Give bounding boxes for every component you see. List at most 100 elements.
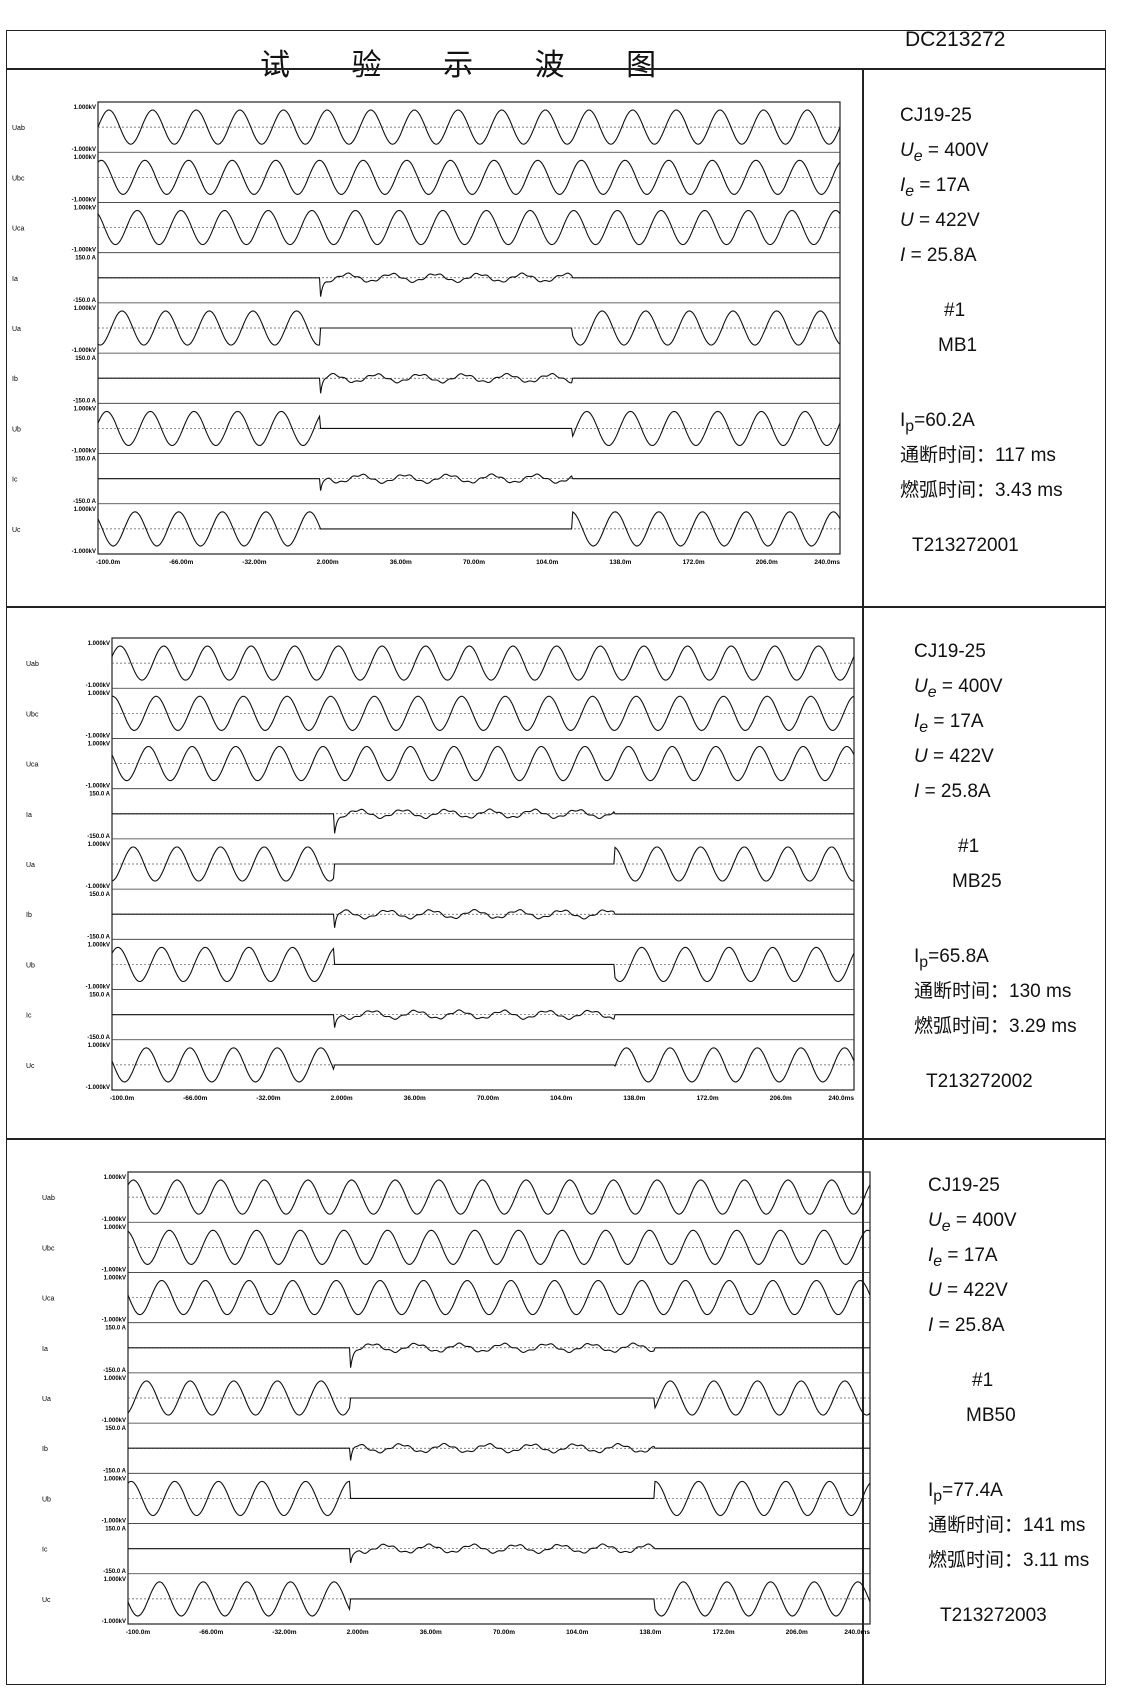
sample-number: #1 <box>944 300 966 321</box>
rated-voltage: Ue = 400V <box>928 1210 1017 1235</box>
time-tick-label: 104.0m <box>550 1095 572 1102</box>
scale-bottom-label: -1.000kV <box>102 1217 126 1223</box>
test-id: T213272002 <box>926 1071 1033 1092</box>
time-tick-label: 138.0m <box>609 559 631 566</box>
channel-label-ub: Ub <box>42 1496 51 1503</box>
scale-top-label: 1.000kV <box>88 641 110 647</box>
scale-top-label: 150.0 A <box>105 1326 126 1332</box>
scale-bottom-label: -1.000kV <box>72 348 96 354</box>
channel-label-uab: Uab <box>12 125 25 132</box>
scale-top-label: 150.0 A <box>75 457 96 463</box>
rated-current: Ie = 17A <box>900 175 970 200</box>
peak-current: Ip=60.2A <box>900 410 975 435</box>
rated-current: Ie = 17A <box>914 711 984 736</box>
scale-bottom-label: -150.0 A <box>103 1368 126 1374</box>
peak-current: Ip=65.8A <box>914 946 989 971</box>
channel-label-ic: Ic <box>26 1013 32 1020</box>
channel-label-uab: Uab <box>42 1195 55 1202</box>
scale-top-label: 1.000kV <box>74 406 96 412</box>
time-tick-label: -100.0m <box>126 1629 150 1636</box>
scale-top-label: 1.000kV <box>88 942 110 948</box>
scale-top-label: 1.000kV <box>104 1175 126 1181</box>
time-tick-label: 206.0m <box>786 1629 808 1636</box>
channel-label-ub: Ub <box>12 426 21 433</box>
waveform-ib <box>112 908 854 928</box>
scale-bottom-label: -1.000kV <box>72 248 96 254</box>
scale-bottom-label: -1.000kV <box>86 1085 110 1091</box>
scale-top-label: 150.0 A <box>75 356 96 362</box>
oscillogram-panel-3: Uab 1.000kV -1.000kV Ubc 1.000kV -1.000kV Uca 1… <box>38 1146 873 1651</box>
channel-label-ib: Ib <box>42 1446 48 1453</box>
test-id: T213272001 <box>912 535 1019 556</box>
arc-time: 燃弧时间：3.43 ms <box>900 480 1063 501</box>
sample-number: #1 <box>972 1370 994 1391</box>
waveform-uc <box>127 1581 871 1617</box>
channel-label-ua: Ua <box>42 1396 51 1403</box>
channel-label-ia: Ia <box>42 1346 48 1353</box>
channel-label-uca: Uca <box>26 762 39 769</box>
oscillogram-svg: Uab 1.000kV -1.000kV Ubc 1.000kV -1.000kV Uca 1… <box>26 637 855 1102</box>
scale-top-label: 150.0 A <box>89 993 110 999</box>
channel-label-ib: Ib <box>26 912 32 919</box>
channel-label-ubc: Ubc <box>42 1245 55 1252</box>
test-voltage: U = 422V <box>928 1280 1008 1301</box>
waveform-ib <box>128 1442 870 1461</box>
channel-label-uc: Uc <box>12 527 21 534</box>
channel-label-ib: Ib <box>12 376 18 383</box>
scale-bottom-label: -1.000kV <box>72 449 96 455</box>
rated-current: Ie = 17A <box>928 1245 998 1270</box>
scale-top-label: 1.000kV <box>88 1043 110 1049</box>
time-tick-label: 240.0ms <box>844 1629 870 1636</box>
test-id: T213272003 <box>940 1605 1047 1626</box>
test-current: I = 25.8A <box>914 781 991 802</box>
scale-top-label: 1.000kV <box>74 205 96 211</box>
time-tick-label: 240.0ms <box>814 559 840 566</box>
test-voltage: U = 422V <box>900 210 980 231</box>
time-tick-label: 240.0ms <box>828 1095 854 1102</box>
model-label: CJ19-25 <box>900 105 972 126</box>
waveform-ib <box>98 372 840 394</box>
waveform-uc <box>111 1047 855 1083</box>
on-off-time: 通断时间：117 ms <box>900 445 1056 466</box>
scale-top-label: 1.000kV <box>104 1476 126 1482</box>
scale-top-label: 150.0 A <box>89 792 110 798</box>
time-tick-label: 36.00m <box>390 559 412 566</box>
time-tick-label: -66.00m <box>169 559 193 566</box>
scale-top-label: 1.000kV <box>104 1577 126 1583</box>
time-tick-label: 36.00m <box>420 1629 442 1636</box>
waveform-ua <box>97 310 841 346</box>
sample-number: #1 <box>958 836 980 857</box>
waveform-ubc <box>97 159 841 195</box>
channel-label-uc: Uc <box>26 1063 35 1070</box>
scale-bottom-label: -150.0 A <box>73 398 96 404</box>
time-tick-label: -66.00m <box>199 1629 223 1636</box>
document-frame <box>6 30 1106 1685</box>
title-divider <box>6 68 1106 70</box>
waveform-ub <box>127 1480 871 1517</box>
test-info-1: CJ19-25 Ue = 400V Ie = 17A U = 422V I = … <box>900 98 1063 563</box>
channel-label-uca: Uca <box>12 226 25 233</box>
scale-bottom-label: -1.000kV <box>72 147 96 153</box>
channel-label-ubc: Ubc <box>12 175 25 182</box>
test-voltage: U = 422V <box>914 746 994 767</box>
scale-bottom-label: -150.0 A <box>73 499 96 505</box>
document-code: DC213272 <box>905 28 1006 51</box>
scale-top-label: 150.0 A <box>75 256 96 262</box>
mb-label: MB25 <box>952 871 1002 892</box>
channel-label-uab: Uab <box>26 661 39 668</box>
scale-bottom-label: -1.000kV <box>86 733 110 739</box>
channel-label-ubc: Ubc <box>26 711 39 718</box>
scale-top-label: 150.0 A <box>105 1527 126 1533</box>
waveform-ub <box>111 946 855 983</box>
mb-label: MB1 <box>938 335 978 356</box>
waveform-ia <box>128 1342 870 1368</box>
channel-label-ia: Ia <box>12 276 18 283</box>
time-tick-label: 104.0m <box>536 559 558 566</box>
scale-bottom-label: -1.000kV <box>86 784 110 790</box>
channel-label-uc: Uc <box>42 1597 51 1604</box>
waveform-ic <box>112 1009 854 1028</box>
test-current: I = 25.8A <box>928 1315 1005 1336</box>
rated-voltage: Ue = 400V <box>914 676 1003 701</box>
waveform-ic <box>98 473 840 491</box>
